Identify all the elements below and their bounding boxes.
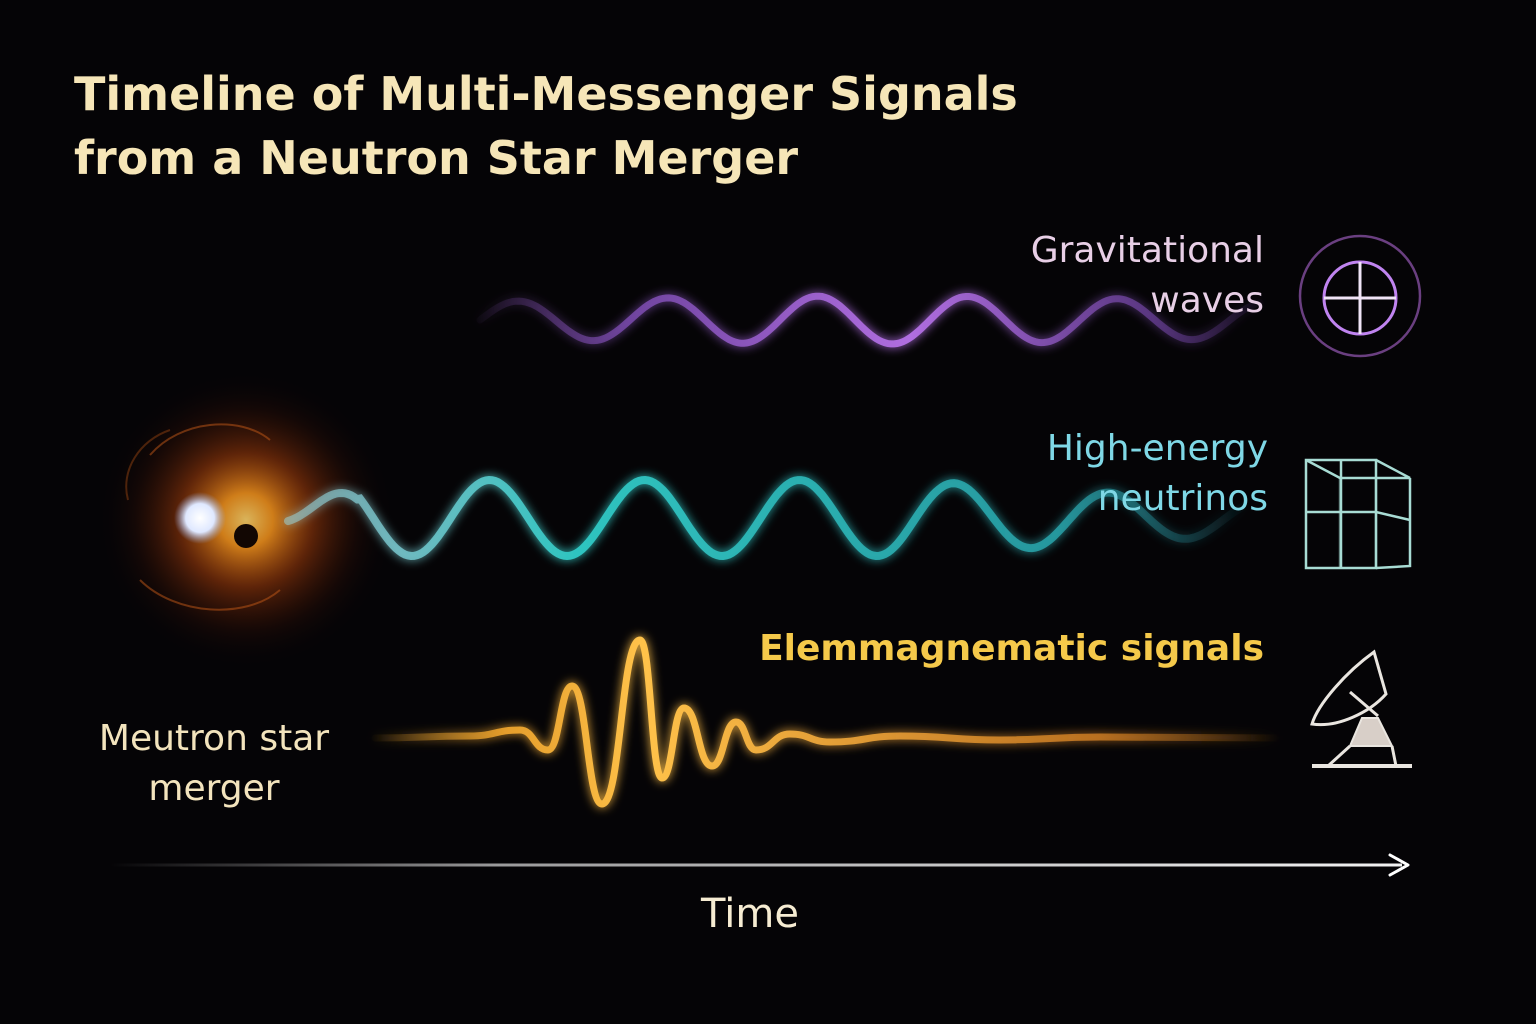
title-line-1: Timeline of Multi-Messenger Signals bbox=[74, 67, 1018, 121]
merger-source-label-line-2: merger bbox=[148, 768, 280, 809]
gravitational-wave-detector-icon bbox=[1298, 234, 1422, 358]
electromagnetic-burst-signal bbox=[371, 636, 1284, 808]
neutrino-detector-cube-icon bbox=[1304, 458, 1412, 570]
title-line-2: from a Neutron Star Merger bbox=[74, 131, 799, 185]
diagram-title: Timeline of Multi-Messenger Signals from… bbox=[74, 62, 1074, 190]
gravitational-waves-label-line-1: Gravitational bbox=[1030, 230, 1264, 271]
neutrinos-label-line-2: neutrinos bbox=[1097, 478, 1268, 519]
merger-source-label-line-1: Meutron star bbox=[98, 718, 330, 759]
neutrinos-label-line-1: High-energy bbox=[1046, 428, 1268, 469]
neutrinos-label: High-energy neutrinos bbox=[948, 424, 1268, 524]
merger-source-label: Meutron star merger bbox=[86, 714, 342, 814]
neutron-star-merger-icon bbox=[96, 370, 396, 670]
radio-telescope-dish-icon bbox=[1310, 649, 1412, 768]
gravitational-waves-label-line-2: waves bbox=[1150, 280, 1264, 321]
neutrino-wave-signal bbox=[284, 475, 1252, 561]
time-axis-label: Time bbox=[701, 891, 799, 937]
time-axis bbox=[110, 853, 1410, 877]
electromagnetic-label: Elemmagnematic signals bbox=[704, 624, 1264, 674]
gravitational-waves-label: Gravitational waves bbox=[944, 226, 1264, 326]
electromagnetic-label-line-1: Elemmagnematic signals bbox=[759, 628, 1264, 669]
gravitational-wave-signal bbox=[476, 292, 1264, 348]
